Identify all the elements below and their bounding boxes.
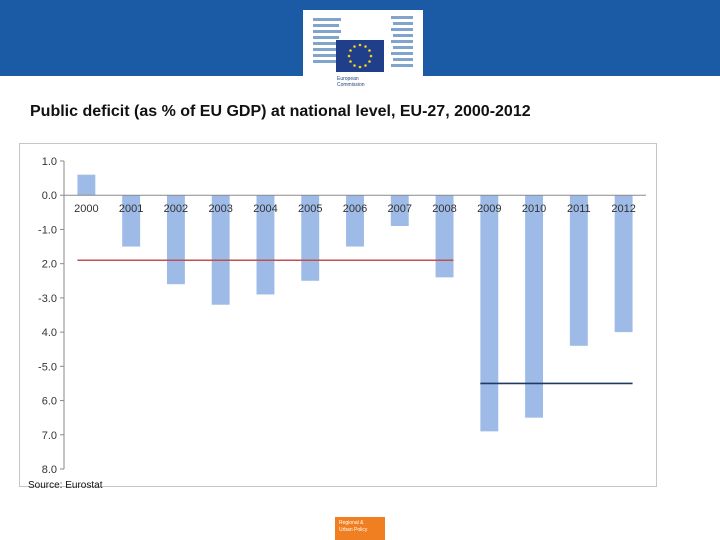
bar-2010 xyxy=(525,195,544,418)
bar-2005 xyxy=(301,195,320,281)
x-tick-label: 2012 xyxy=(611,203,635,215)
bar-2006 xyxy=(346,195,364,247)
source-note: Source: Eurostat xyxy=(28,480,103,491)
badge-line1: Regional & xyxy=(339,520,364,526)
y-tick-label: 7.0 xyxy=(42,430,57,442)
y-tick-label: 8.0 xyxy=(42,464,57,476)
x-tick-label: 2006 xyxy=(343,203,367,215)
x-tick-label: 2008 xyxy=(432,203,456,215)
logo-graphic xyxy=(313,16,413,72)
y-tick-label: 2.0 xyxy=(42,259,57,271)
y-tick-label: -5.0 xyxy=(38,361,57,373)
european-commission-logo: European Commission xyxy=(303,10,423,102)
x-tick-label: 2010 xyxy=(522,203,546,215)
y-tick-label: 4.0 xyxy=(42,327,57,339)
x-tick-label: 2000 xyxy=(74,203,98,215)
regional-urban-policy-badge: Regional & Urban Policy xyxy=(335,517,385,540)
x-tick-label: 2001 xyxy=(119,203,143,215)
x-tick-label: 2009 xyxy=(477,203,501,215)
x-tick-label: 2005 xyxy=(298,203,322,215)
bar-2012 xyxy=(614,195,633,333)
y-tick-label: 6.0 xyxy=(42,396,57,408)
chart-frame: 1.0 0.0 -1.0 2.0 -3.0 4.0 -5.0 6.0 7.0 8.0 2000 200… xyxy=(19,143,657,487)
x-tick-label: 2002 xyxy=(164,203,188,215)
x-tick-label: 2003 xyxy=(208,203,232,215)
bar-2009 xyxy=(480,195,499,432)
deficit-bar-chart: 1.0 0.0 -1.0 2.0 -3.0 4.0 -5.0 6.0 7.0 8.0 2000 200… xyxy=(38,156,646,476)
y-tick-label: 0.0 xyxy=(42,190,57,202)
y-tick-label: -3.0 xyxy=(38,293,57,305)
logo-line2: Commission xyxy=(337,82,365,88)
bar-2007 xyxy=(390,195,409,227)
page-title: Public deficit (as % of EU GDP) at natio… xyxy=(30,103,531,120)
y-tick-label: -1.0 xyxy=(38,224,57,236)
bar-2000 xyxy=(77,174,96,196)
x-tick-label: 2007 xyxy=(388,203,412,215)
bar-2011 xyxy=(569,195,588,346)
logo-text: European Commission xyxy=(337,76,365,88)
bar-2003 xyxy=(211,195,230,305)
bar-2001 xyxy=(122,195,141,247)
bar-2008 xyxy=(435,195,454,278)
x-tick-label: 2004 xyxy=(253,203,277,215)
x-tick-label: 2011 xyxy=(567,203,591,215)
badge-line2: Urban Policy xyxy=(339,527,368,533)
bar-2002 xyxy=(166,195,185,285)
bar-2004 xyxy=(256,195,275,295)
logo-line1: European xyxy=(337,76,359,82)
y-tick-label: 1.0 xyxy=(42,156,57,168)
